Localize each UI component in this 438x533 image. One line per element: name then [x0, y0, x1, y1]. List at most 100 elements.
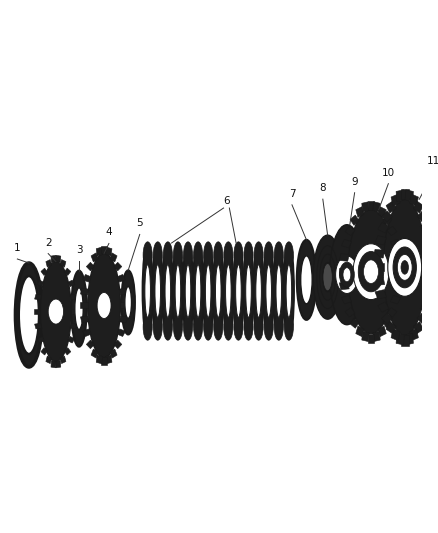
Polygon shape — [86, 262, 95, 271]
Ellipse shape — [173, 314, 183, 340]
Polygon shape — [381, 313, 392, 324]
Polygon shape — [394, 268, 403, 275]
Polygon shape — [113, 340, 122, 349]
Text: 11: 11 — [427, 156, 438, 166]
Polygon shape — [374, 249, 385, 258]
Polygon shape — [117, 274, 126, 282]
Polygon shape — [378, 207, 386, 217]
Polygon shape — [393, 282, 403, 289]
Polygon shape — [390, 295, 401, 304]
Polygon shape — [101, 358, 107, 365]
Ellipse shape — [233, 243, 244, 339]
Polygon shape — [391, 329, 400, 341]
Ellipse shape — [184, 242, 193, 268]
Text: 7: 7 — [289, 189, 295, 199]
Ellipse shape — [286, 264, 292, 318]
Ellipse shape — [236, 264, 241, 318]
Ellipse shape — [244, 242, 253, 268]
Polygon shape — [91, 349, 99, 358]
Polygon shape — [56, 361, 61, 368]
Polygon shape — [70, 324, 77, 329]
Polygon shape — [341, 239, 352, 248]
Ellipse shape — [204, 314, 213, 340]
Polygon shape — [374, 277, 385, 285]
Ellipse shape — [224, 242, 233, 268]
Polygon shape — [46, 260, 52, 267]
Ellipse shape — [153, 242, 162, 268]
Polygon shape — [64, 348, 71, 355]
Polygon shape — [81, 288, 89, 295]
Ellipse shape — [121, 270, 135, 334]
Ellipse shape — [263, 243, 274, 339]
Polygon shape — [375, 290, 387, 299]
Text: 4: 4 — [106, 228, 112, 238]
Ellipse shape — [274, 242, 283, 268]
Polygon shape — [51, 255, 56, 262]
Ellipse shape — [297, 240, 316, 320]
Ellipse shape — [353, 244, 389, 300]
Polygon shape — [420, 302, 432, 312]
Ellipse shape — [243, 243, 254, 339]
Ellipse shape — [300, 256, 312, 304]
Ellipse shape — [234, 314, 243, 340]
Polygon shape — [70, 294, 77, 300]
Ellipse shape — [195, 264, 201, 318]
Polygon shape — [60, 356, 66, 364]
Ellipse shape — [97, 293, 111, 319]
Ellipse shape — [358, 252, 384, 292]
Polygon shape — [60, 260, 66, 267]
Polygon shape — [413, 201, 424, 213]
Polygon shape — [106, 355, 112, 364]
Ellipse shape — [329, 225, 364, 325]
Polygon shape — [420, 222, 432, 233]
Polygon shape — [423, 236, 434, 245]
Polygon shape — [350, 215, 359, 225]
Polygon shape — [356, 326, 364, 337]
Polygon shape — [64, 268, 71, 276]
Polygon shape — [110, 253, 117, 262]
Polygon shape — [350, 318, 359, 328]
Polygon shape — [405, 333, 413, 345]
Polygon shape — [401, 335, 409, 346]
Polygon shape — [386, 322, 396, 334]
Polygon shape — [381, 211, 392, 222]
Ellipse shape — [125, 286, 131, 318]
Polygon shape — [339, 254, 349, 261]
Polygon shape — [401, 189, 409, 199]
Polygon shape — [390, 239, 401, 248]
Polygon shape — [375, 236, 387, 245]
Ellipse shape — [205, 264, 211, 318]
Ellipse shape — [264, 242, 273, 268]
Polygon shape — [373, 201, 380, 212]
Polygon shape — [425, 277, 436, 285]
Ellipse shape — [175, 264, 181, 318]
Polygon shape — [96, 355, 102, 364]
Ellipse shape — [284, 314, 293, 340]
Ellipse shape — [256, 264, 261, 318]
Ellipse shape — [184, 314, 193, 340]
Polygon shape — [51, 361, 56, 368]
Ellipse shape — [273, 243, 284, 339]
Ellipse shape — [214, 242, 223, 268]
Polygon shape — [113, 262, 122, 271]
Polygon shape — [417, 313, 428, 324]
Ellipse shape — [264, 314, 273, 340]
Polygon shape — [383, 318, 392, 328]
Ellipse shape — [393, 247, 417, 288]
Polygon shape — [67, 280, 75, 287]
Polygon shape — [387, 226, 397, 236]
Polygon shape — [409, 329, 418, 341]
Polygon shape — [339, 282, 349, 289]
Ellipse shape — [203, 243, 213, 339]
Ellipse shape — [165, 264, 171, 318]
Ellipse shape — [155, 264, 160, 318]
Ellipse shape — [153, 314, 162, 340]
Ellipse shape — [339, 262, 354, 287]
Ellipse shape — [215, 264, 221, 318]
Polygon shape — [339, 268, 348, 275]
Polygon shape — [383, 215, 392, 225]
Ellipse shape — [283, 243, 294, 339]
Polygon shape — [378, 302, 389, 312]
Ellipse shape — [274, 314, 283, 340]
Ellipse shape — [224, 314, 233, 340]
